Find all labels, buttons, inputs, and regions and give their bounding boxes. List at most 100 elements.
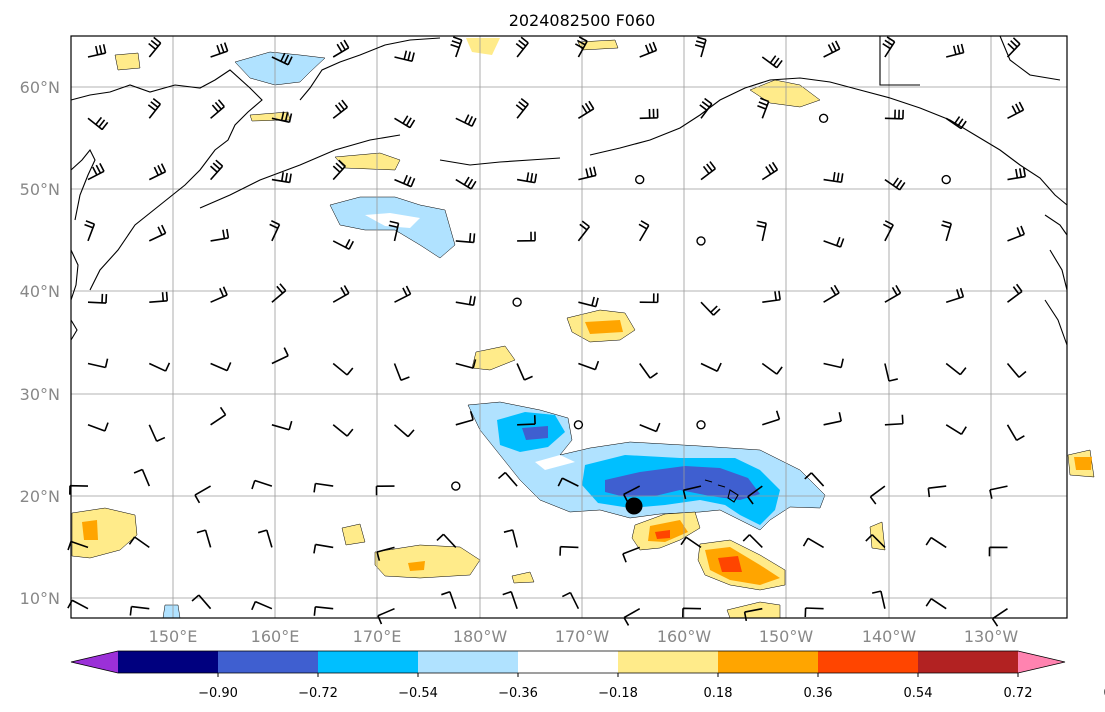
wind-barb [128, 536, 150, 549]
anomaly-fill [71, 38, 1095, 619]
wind-barb [436, 533, 457, 548]
wind-barb [332, 239, 355, 250]
wind-barb [561, 591, 580, 610]
wind-barb [869, 485, 886, 505]
lon-label-150w: 150°W [759, 627, 814, 646]
colorbar-tick-label: −0.90 [198, 686, 238, 701]
wind-barb [455, 359, 477, 369]
wind-barb [210, 42, 229, 58]
wind-barb [517, 231, 536, 242]
wind-barb [69, 484, 89, 495]
wind-barb [455, 295, 476, 307]
wind-barb [884, 363, 898, 382]
wind-barb [455, 176, 477, 190]
colorbar-ticks: −0.90 −0.72 −0.54 −0.36 −0.18 0.18 0.36 0.54 0.7… [198, 673, 1105, 701]
wind-barb [804, 472, 825, 487]
wind-barb [757, 97, 770, 119]
wind-barb [455, 233, 476, 244]
wind-barb [941, 220, 953, 242]
wind-barb [194, 485, 211, 504]
wind-barb [557, 477, 579, 487]
wind-barb [927, 485, 947, 498]
calm-wind-circle [573, 420, 584, 430]
wind-barb [394, 115, 416, 129]
wind-barb [682, 485, 702, 500]
wind-barb [87, 358, 109, 369]
wind-barb [1006, 37, 1021, 58]
wind-barb [210, 99, 225, 119]
lon-label-160e: 160°E [251, 627, 300, 646]
wind-barb [133, 468, 151, 487]
wind-barb [394, 174, 416, 188]
wind-barb [332, 99, 349, 119]
wind-barb [681, 607, 702, 618]
wind-barb [502, 590, 518, 609]
wind-barb [823, 172, 844, 184]
wind-barb [251, 479, 273, 490]
wind-barb [87, 162, 105, 181]
lon-label-170w: 170°W [555, 627, 610, 646]
wind-barb [1007, 225, 1026, 242]
wind-barb [762, 290, 781, 303]
wind-barb [147, 97, 161, 119]
wind-barb [884, 177, 906, 191]
lat-label-30n: 30°N [20, 385, 60, 404]
wind-barb [393, 363, 410, 382]
wind-barb [497, 471, 518, 487]
wind-barb [823, 412, 842, 426]
colorbar-tick-label: 0.54 [904, 686, 933, 701]
wind-barb [393, 424, 415, 438]
wind-barb [271, 52, 293, 66]
wind-barb [574, 36, 588, 58]
wind-barb [450, 36, 463, 58]
wind-barb [700, 362, 722, 372]
wind-barb [577, 100, 595, 119]
colorbar-segment [718, 651, 819, 673]
wind-barb [313, 543, 334, 554]
wind-barb [945, 116, 967, 130]
colorbar-segment [818, 651, 919, 673]
wind-barb [925, 536, 947, 549]
graticule [71, 36, 1067, 618]
map-title: 2024082500 F060 [509, 11, 656, 30]
wind-barb [210, 362, 232, 372]
colorbar-segment [618, 651, 719, 673]
wind-barbs [67, 36, 1027, 627]
calm-wind-circle [512, 297, 522, 307]
colorbar-segment [418, 651, 519, 673]
wind-barb [1007, 101, 1025, 120]
wind-barb [455, 410, 474, 426]
colorbar-extend-min [71, 651, 118, 673]
wind-barb [441, 590, 457, 609]
wind-barb [700, 161, 716, 181]
wind-barb [747, 485, 763, 505]
colorbar-segments [70, 650, 1066, 674]
wind-barb [884, 109, 904, 120]
lon-label-180w: 180°W [453, 627, 508, 646]
wind-barb [209, 159, 224, 181]
wind-barb [517, 415, 536, 426]
wind-barb [313, 482, 334, 493]
wind-barb [87, 44, 107, 58]
wind-barb [377, 607, 395, 625]
colorbar-tick-label: −0.36 [498, 686, 538, 701]
wind-barb [87, 422, 109, 432]
wind-barb [191, 594, 212, 610]
wind-barb [802, 537, 825, 549]
colorbar-segment [118, 651, 219, 673]
wind-barb [332, 39, 350, 58]
wind-barb [87, 116, 109, 131]
wind-barb [455, 114, 477, 127]
wind-barb [804, 607, 824, 618]
wind-barb [991, 608, 1008, 627]
wind-barb [865, 534, 886, 548]
wind-barb [761, 161, 779, 181]
wind-barb [761, 55, 783, 69]
wind-barb [680, 536, 702, 549]
colorbar-segment [218, 651, 319, 673]
colorbar-outline [70, 650, 1066, 674]
wind-barb [1007, 283, 1023, 303]
lon-label-170e: 170°E [353, 627, 402, 646]
calm-wind-circle [941, 174, 951, 185]
lon-label-150e: 150°E [149, 627, 198, 646]
